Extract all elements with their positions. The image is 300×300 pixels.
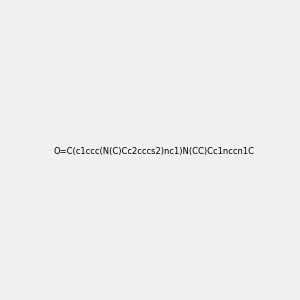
Text: O=C(c1ccc(N(C)Cc2cccs2)nc1)N(CC)Cc1nccn1C: O=C(c1ccc(N(C)Cc2cccs2)nc1)N(CC)Cc1nccn1… [53,147,254,156]
